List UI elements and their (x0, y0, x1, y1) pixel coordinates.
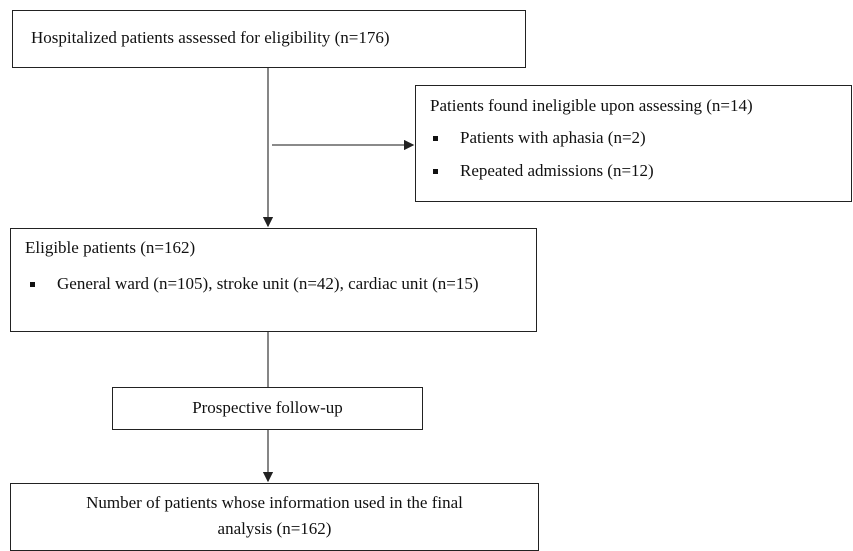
bullet-list: General ward (n=105), stroke unit (n=42)… (25, 271, 523, 304)
node-label: Hospitalized patients assessed for eligi… (31, 28, 390, 47)
bullet-list: Patients with aphasia (n=2) Repeated adm… (428, 125, 654, 191)
box-assessed: Hospitalized patients assessed for eligi… (12, 10, 526, 68)
node-label: Patients found ineligible upon assessing… (430, 96, 753, 115)
box-eligible: Eligible patients (n=162) General ward (… (10, 228, 537, 332)
box-follow-up: Prospective follow-up (112, 387, 423, 430)
bullet: General ward (n=105), stroke unit (n=42)… (25, 271, 523, 297)
bullet: Patients with aphasia (n=2) (428, 125, 654, 151)
box-final: Number of patients whose information use… (10, 483, 539, 551)
node-label: Prospective follow-up (192, 398, 343, 417)
node-label: Number of patients whose information use… (86, 493, 463, 538)
node-label: Eligible patients (n=162) (25, 238, 196, 257)
bullet: Repeated admissions (n=12) (428, 158, 654, 184)
box-ineligible: Patients found ineligible upon assessing… (415, 85, 852, 202)
